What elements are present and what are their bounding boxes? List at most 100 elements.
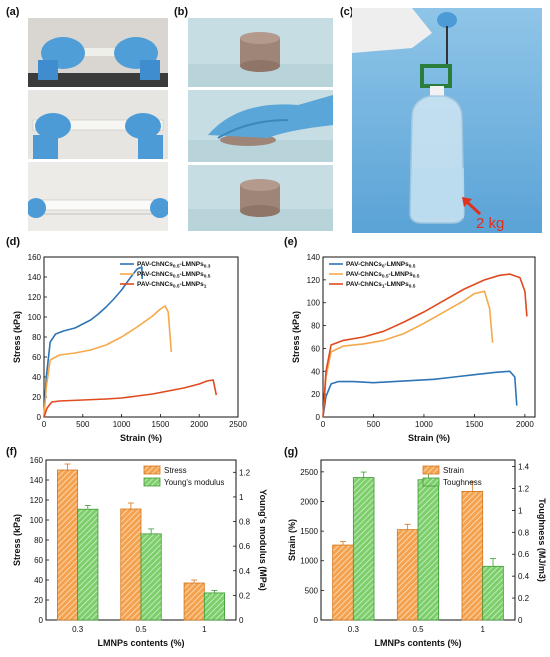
- bar-stress: [183, 582, 205, 621]
- x-axis-label: LMNPs contents (%): [374, 638, 461, 648]
- legend-label: PAV-ChNCs1-LMNPs0.5: [346, 281, 416, 290]
- y2-tick-label: 0.4: [239, 567, 251, 576]
- y-tick-label: 140: [28, 273, 42, 282]
- y2-axis-label: Young's modulus (MPa): [258, 489, 268, 590]
- legend-text-part: 0.5: [409, 264, 416, 270]
- x-tick-label: 500: [367, 420, 381, 429]
- x-tick-label: 1000: [415, 420, 433, 429]
- y-tick-label: 2000: [300, 497, 318, 506]
- x-axis-label: LMNPs contents (%): [97, 638, 184, 648]
- y2-tick-label: 1.2: [518, 484, 530, 493]
- series-line-2: [322, 290, 494, 418]
- series-line-1: [43, 266, 143, 418]
- photo-c: 2 kg: [352, 8, 542, 233]
- y-tick-label: 60: [32, 353, 41, 362]
- x-tick-label: 1500: [152, 420, 170, 429]
- panel-label-b: (b): [174, 6, 189, 18]
- legend-label: PAV-ChNCs0.5-LMNPs0.5: [137, 271, 211, 280]
- bar-strain: [461, 491, 484, 621]
- y2-tick-label: 1: [518, 506, 523, 515]
- legend: Strain Toughness: [422, 465, 482, 487]
- y2-tick-label: 0.6: [239, 542, 251, 551]
- y-tick-label: 2500: [300, 468, 318, 477]
- panel-label-d: (d): [6, 236, 21, 248]
- legend-text-part: 0.5: [173, 264, 180, 270]
- y-axis-label: Stress (kPa): [12, 514, 22, 566]
- legend-text-part: 0.5: [204, 274, 211, 280]
- legend-swatch: [422, 465, 440, 475]
- legend-text-part: -LMNPs: [385, 281, 410, 288]
- photo-a-1: [28, 18, 168, 87]
- legend-text-part: PAV-ChNCs: [346, 271, 382, 278]
- legend-text-part: 0.5: [173, 284, 180, 290]
- x-tick-label: 1500: [466, 420, 484, 429]
- legend-text-part: -LMNPs: [180, 261, 205, 268]
- legend-label: Young's modulus: [164, 478, 224, 487]
- series-line-1: [322, 370, 518, 418]
- y-tick-label: 40: [311, 367, 320, 376]
- y-tick-label: 0: [316, 413, 321, 422]
- x-tick-label: 0: [42, 420, 47, 429]
- arrow-icon: [462, 197, 482, 216]
- y2-axis-label: Toughness (MJ/m3): [537, 498, 547, 582]
- x-tick-label: 0.5: [135, 625, 147, 634]
- y-axis-label: Strain (%): [287, 519, 297, 561]
- legend-text-part: PAV-ChNCs: [137, 281, 173, 288]
- y-tick-label: 0: [39, 616, 44, 625]
- legend-swatch: [143, 477, 161, 487]
- photo-a-3: [28, 162, 168, 231]
- bar-toughness: [352, 477, 375, 621]
- x-tick-label: 1: [202, 625, 207, 634]
- legend-text-part: 1: [204, 284, 207, 290]
- y-tick-label: 20: [32, 393, 41, 402]
- y2-tick-label: 0.4: [518, 572, 530, 581]
- legend-text-part: 1: [382, 284, 385, 290]
- x-tick-label: 0.3: [348, 625, 360, 634]
- legend-text-part: -LMNPs: [180, 271, 205, 278]
- y2-tick-label: 0.6: [518, 550, 530, 559]
- y-tick-label: 40: [32, 373, 41, 382]
- y2-tick-label: 1.4: [518, 463, 530, 472]
- y-tick-label: 1000: [300, 557, 318, 566]
- legend: PAV-ChNCs0.5-LMNPs0.3PAV-ChNCs0.5-LMNPs0…: [120, 261, 211, 290]
- bar-young-s-modulus: [203, 592, 225, 621]
- photo-c-svg: [352, 8, 542, 233]
- y2-tick-label: 0.8: [518, 528, 530, 537]
- y-tick-label: 140: [307, 253, 321, 262]
- legend: PAV-ChNCs0-LMNPs0.5PAV-ChNCs0.5-LMNPs0.5…: [329, 261, 420, 290]
- legend-text-part: 0.5: [409, 284, 416, 290]
- bar-toughness: [482, 565, 504, 621]
- photo-b-2: [188, 90, 333, 162]
- panel-label-g: (g): [284, 446, 299, 458]
- series-line-2: [43, 305, 173, 418]
- legend-label: PAV-ChNCs0-LMNPs0.5: [346, 261, 416, 270]
- y-tick-label: 160: [30, 456, 44, 465]
- x-tick-label: 0: [321, 420, 326, 429]
- legend-label: Toughness: [443, 478, 482, 487]
- y2-tick-label: 0.2: [239, 591, 251, 600]
- bar-strain: [332, 544, 354, 621]
- legend-label: PAV-ChNCs0.5-LMNPs0.3: [137, 261, 211, 270]
- photo-b-1: [188, 18, 333, 87]
- y2-tick-label: 1.2: [239, 468, 251, 477]
- stress-modulus-bar-chart-f: 0 20 40 60 80 100 120 140 160 0 0.2 0.4 0.6 0.8 1 1.2 0.…: [12, 456, 268, 648]
- legend-text-part: 0.5: [413, 274, 420, 280]
- stress-strain-chart-d: 0 500 1000 1500 2000 2500 0 20 40 60 80 100 120 140 16…: [12, 253, 247, 443]
- y-tick-label: 100: [307, 299, 321, 308]
- x-tick-label: 2000: [516, 420, 534, 429]
- series-line-3: [43, 379, 218, 418]
- panel-label-e: (e): [284, 236, 298, 248]
- y-tick-label: 80: [34, 536, 43, 545]
- y-tick-label: 0: [37, 413, 42, 422]
- legend-text-part: -LMNPs: [180, 281, 205, 288]
- legend-label: Strain: [443, 466, 464, 475]
- x-tick-label: 1: [480, 625, 485, 634]
- legend-label: PAV-ChNCs0.5-LMNPs0.5: [346, 271, 420, 280]
- y2-tick-label: 0: [518, 616, 523, 625]
- photo-b-3: [188, 165, 333, 231]
- y-tick-label: 500: [305, 586, 319, 595]
- x-axis-label: Strain (%): [120, 433, 162, 443]
- panel-label-f: (f): [6, 446, 17, 458]
- y-tick-label: 160: [28, 253, 42, 262]
- legend-label: Stress: [164, 466, 187, 475]
